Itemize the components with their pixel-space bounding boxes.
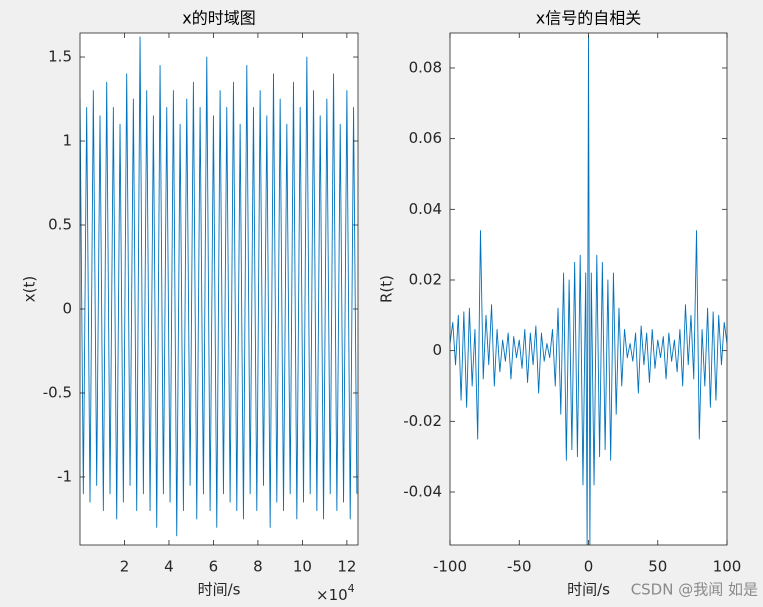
y-tick-label: 1.5 (48, 48, 72, 66)
y-axis-label: R(t) (378, 275, 396, 303)
data-line (80, 36, 358, 537)
x-tick-label: 10 (293, 558, 312, 576)
x-tick-label: 2 (120, 558, 130, 576)
y-tick-label: -0.02 (403, 412, 442, 430)
multiplier-base: ×10 (316, 586, 348, 604)
x-tick-label: 0 (584, 558, 594, 576)
y-tick-label: 0.04 (409, 200, 442, 218)
x-axis-label: 时间/s (567, 581, 610, 599)
y-tick-label: 0 (432, 341, 442, 359)
x-multiplier: ×104 (316, 582, 355, 604)
y-tick-label: 0.06 (409, 129, 442, 147)
y-tick-label: -0.04 (403, 482, 442, 500)
x-tick-label: -100 (433, 558, 467, 576)
y-tick-label: 0.02 (409, 270, 442, 288)
x-tick-label: 4 (164, 558, 174, 576)
x-tick-label: -50 (507, 558, 532, 576)
x-tick-label: 100 (713, 558, 742, 576)
y-axis-label: x(t) (21, 276, 39, 302)
chart-title: x的时域图 (182, 9, 255, 28)
y-tick-label: -1 (57, 467, 72, 485)
x-tick-label: 8 (253, 558, 263, 576)
x-axis-label: 时间/s (198, 581, 241, 599)
y-tick-label: 1 (62, 132, 72, 150)
x-tick-label: 6 (209, 558, 219, 576)
multiplier-exponent: 4 (348, 582, 355, 595)
axes-frame (79, 32, 359, 546)
chart-title: x信号的自相关 (536, 9, 641, 28)
watermark: CSDN @我闻 如是 (631, 581, 758, 599)
x-tick-label: 50 (648, 558, 667, 576)
y-tick-label: 0.5 (48, 216, 72, 234)
y-tick-label: 0 (62, 299, 72, 317)
y-tick-label: 0.08 (409, 58, 442, 76)
y-tick-label: -0.5 (43, 383, 72, 401)
x-tick-label: 12 (337, 558, 356, 576)
